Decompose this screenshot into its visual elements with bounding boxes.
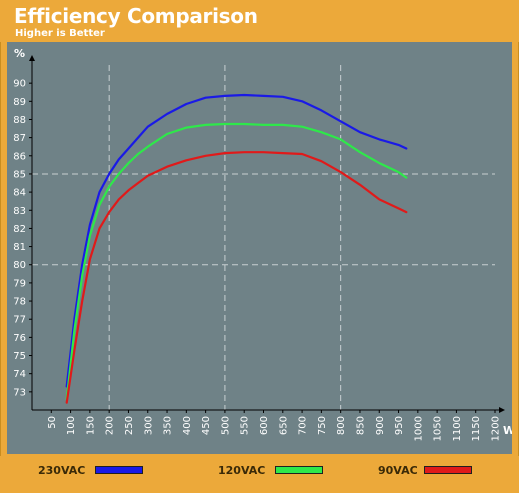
series-line-230vac [65, 93, 408, 388]
x-tick-label: 100 [66, 416, 77, 435]
legend-label-120vac: 120VAC [218, 464, 266, 477]
y-tick-label: 88 [13, 115, 26, 126]
x-tick-label: 750 [317, 416, 328, 435]
series-layer [65, 93, 408, 404]
y-tick-label: 78 [13, 297, 26, 308]
x-tick-label: 150 [85, 416, 96, 435]
x-tick-label: 350 [163, 416, 174, 435]
y-tick-label: 74 [13, 369, 26, 380]
y-tick-label: 89 [13, 97, 26, 108]
x-tick-label: 1050 [433, 416, 444, 441]
y-tick-label: 79 [13, 278, 26, 289]
x-tick-label: 300 [143, 416, 154, 435]
x-tick-label: 50 [47, 416, 58, 429]
series-line-120vac [65, 122, 408, 401]
legend-label-90vac: 90VAC [378, 464, 418, 477]
y-tick-label: 80 [13, 260, 26, 271]
series-line-90vac [65, 151, 408, 404]
y-tick-label: 85 [13, 169, 26, 180]
x-tick-label: 500 [220, 416, 231, 435]
x-tick-label: 1100 [452, 416, 463, 441]
y-tick-label: 83 [13, 206, 26, 217]
y-tick-label: 76 [13, 333, 26, 344]
x-tick-label: 700 [298, 416, 309, 435]
plot-panel: 73 74 75 76 77 78 79 80 81 82 83 84 85 86 87 88 89 90 50 10… [7, 42, 512, 454]
y-tick-label: 77 [13, 315, 26, 326]
x-tick-label: 450 [201, 416, 212, 435]
x-tick-label: 650 [278, 416, 289, 435]
x-axis-label: W [503, 424, 512, 437]
legend: 230VAC 120VAC 90VAC [0, 456, 519, 493]
chart-subtitle: Higher is Better [15, 28, 105, 39]
x-tick-label: 1200 [491, 416, 502, 441]
x-axis-arrow [499, 407, 505, 413]
x-tick-label: 550 [240, 416, 251, 435]
legend-swatch-90vac [424, 466, 472, 474]
y-tick-label: 81 [13, 242, 26, 253]
x-tick-label: 950 [394, 416, 405, 435]
chart-header: Efficiency Comparison Higher is Better [0, 0, 519, 42]
chart-title: Efficiency Comparison [14, 4, 258, 28]
y-axis-arrow [29, 55, 35, 61]
y-tick-label: 86 [13, 151, 26, 162]
x-tick-label: 250 [124, 416, 135, 435]
y-tick-label: 84 [13, 188, 26, 199]
labels-layer: 73 74 75 76 77 78 79 80 81 82 83 84 85 86 87 88 89 90 50 10… [13, 47, 512, 441]
y-tick-label: 90 [13, 79, 26, 90]
y-tick-label: 82 [13, 224, 26, 235]
y-axis-label: % [14, 47, 25, 60]
line-chart: 73 74 75 76 77 78 79 80 81 82 83 84 85 86 87 88 89 90 50 10… [13, 47, 512, 441]
legend-label-230vac: 230VAC [38, 464, 86, 477]
legend-swatch-230vac [95, 466, 143, 474]
x-tick-label: 400 [182, 416, 193, 435]
x-tick-label: 1150 [471, 416, 482, 441]
x-tick-label: 800 [336, 416, 347, 435]
y-tick-label: 73 [13, 387, 26, 398]
x-tick-label: 600 [259, 416, 270, 435]
x-tick-label: 1000 [413, 416, 424, 441]
x-tick-label: 900 [375, 416, 386, 435]
y-tick-label: 87 [13, 133, 26, 144]
axes-layer [29, 55, 505, 413]
x-tick-label: 200 [105, 416, 116, 435]
grid-layer [32, 65, 495, 410]
y-tick-label: 75 [13, 351, 26, 362]
legend-swatch-120vac [275, 466, 323, 474]
x-tick-label: 850 [355, 416, 366, 435]
